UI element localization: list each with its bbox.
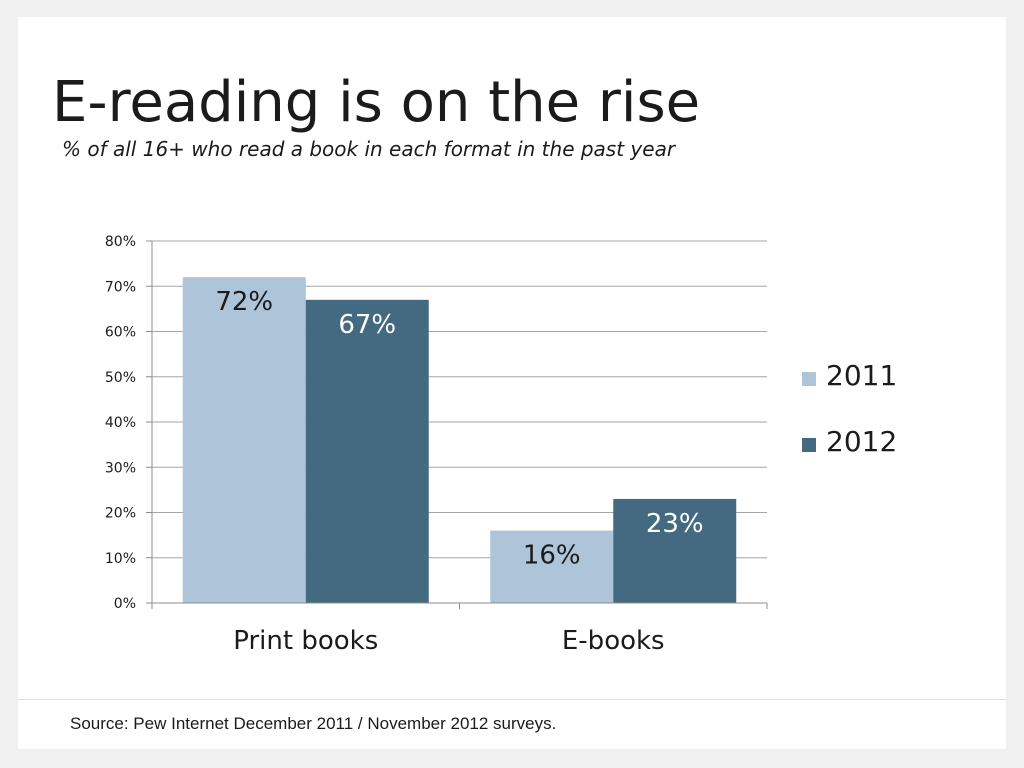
data-label: 72%: [215, 287, 273, 317]
bar-2012-0: [305, 299, 429, 603]
y-tick-label: 10%: [105, 551, 136, 567]
legend-label-2012: 2012: [826, 425, 898, 458]
bar-2011-0: [182, 277, 306, 603]
y-tick-label: 80%: [105, 234, 136, 250]
bars: [182, 277, 737, 603]
bar-chart: 0% 10% 20% 30% 40% 50% 60% 70% 80% 72% 67% Print bo…: [105, 234, 768, 656]
chart-subtitle: % of all 16+ who read a book in each for…: [62, 137, 676, 161]
footer-divider: [18, 699, 1006, 700]
data-label: 67%: [338, 310, 396, 340]
x-category-label: E-books: [562, 626, 665, 656]
y-tick-label: 0%: [114, 596, 136, 612]
data-label: 23%: [646, 509, 704, 539]
y-tick-label: 40%: [105, 415, 136, 431]
source-note: Source: Pew Internet December 2011 / Nov…: [70, 714, 557, 733]
bar-2012-1: [613, 498, 737, 603]
data-label: 16%: [523, 541, 581, 571]
y-tick-label: 50%: [105, 370, 136, 386]
labels: 0% 10% 20% 30% 40% 50% 60% 70% 80% 72% 67% Print bo…: [105, 234, 704, 656]
page-title: E-reading is on the rise: [52, 70, 701, 135]
y-tick-label: 20%: [105, 506, 136, 522]
x-category-label: Print books: [233, 626, 378, 656]
legend-swatch-2012: [802, 438, 816, 452]
axes: [146, 240, 768, 609]
y-tick-label: 30%: [105, 460, 136, 476]
legend-label-2011: 2011: [826, 359, 898, 392]
y-tick-label: 60%: [105, 325, 136, 341]
slide-background: [18, 17, 1006, 749]
bar-2011-1: [490, 530, 614, 603]
legend-swatch-2011: [802, 372, 816, 386]
y-tick-label: 70%: [105, 279, 136, 295]
